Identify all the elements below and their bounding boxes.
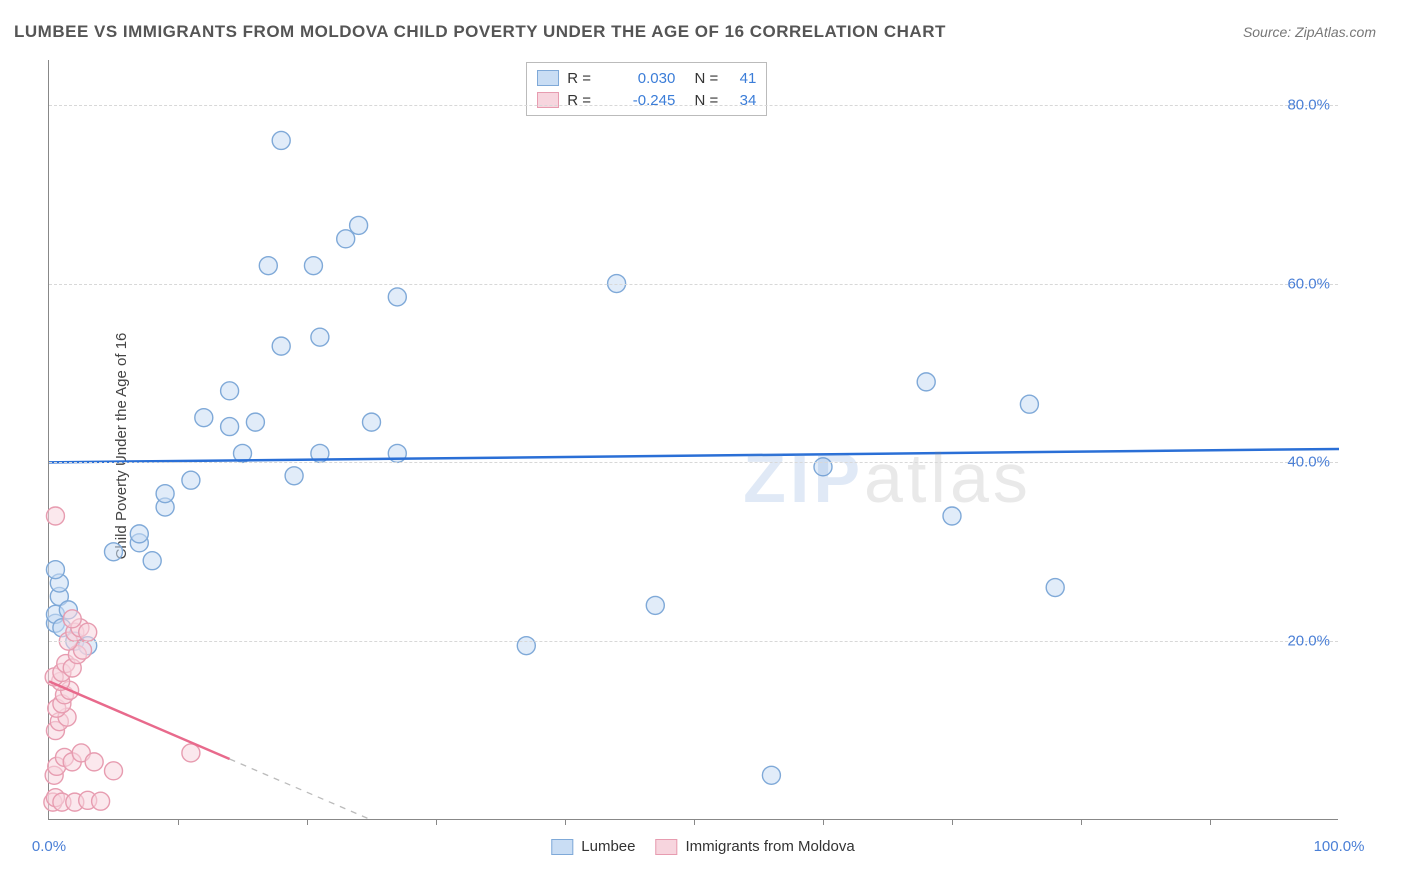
data-point [337,230,355,248]
data-point [272,337,290,355]
gridline-horizontal [49,105,1338,106]
legend-item: Immigrants from Moldova [656,838,855,855]
gridline-horizontal [49,284,1338,285]
x-tick-mark [436,819,437,825]
data-point [105,762,123,780]
gridline-horizontal [49,641,1338,642]
data-point [762,766,780,784]
source-attribution: Source: ZipAtlas.com [1243,24,1376,40]
scatter-plot-area: R =0.030N =41R =-0.245N =34 ZIPatlas 20.… [48,60,1338,820]
data-point [182,744,200,762]
x-axis-end-label: 100.0% [1314,838,1365,855]
chart-title: LUMBEE VS IMMIGRANTS FROM MOLDOVA CHILD … [14,22,946,42]
y-tick-label: 20.0% [1287,633,1330,650]
data-point [221,418,239,436]
legend-n-value: 41 [726,70,756,87]
data-point [63,610,81,628]
gridline-horizontal [49,462,1338,463]
legend-row: R = -0.245 N = 34 [537,89,756,111]
x-tick-mark [307,819,308,825]
data-point [105,543,123,561]
legend-item: Lumbee [551,838,635,855]
legend-r-value: -0.245 [615,92,675,109]
plot-svg [49,60,1339,820]
y-tick-label: 40.0% [1287,454,1330,471]
legend-label: Immigrants from Moldova [686,838,855,855]
x-tick-mark [1081,819,1082,825]
data-point [1046,579,1064,597]
x-tick-mark [565,819,566,825]
data-point [46,561,64,579]
legend-swatch [656,839,678,855]
legend-r-value: 0.030 [615,70,675,87]
data-point [182,471,200,489]
correlation-legend: R = 0.030 N = 41 R = -0.245 N = 34 [526,62,767,116]
data-point [363,413,381,431]
y-tick-label: 60.0% [1287,275,1330,292]
data-point [1020,395,1038,413]
x-axis-start-label: 0.0% [32,838,66,855]
data-point [646,596,664,614]
legend-n-value: 34 [726,92,756,109]
x-tick-mark [178,819,179,825]
data-point [917,373,935,391]
data-point [246,413,264,431]
data-point [285,467,303,485]
legend-label: Lumbee [581,838,635,855]
data-point [143,552,161,570]
data-point [79,623,97,641]
legend-r-label: R = [567,92,607,109]
data-point [517,637,535,655]
data-point [272,131,290,149]
data-point [388,288,406,306]
legend-swatch [537,70,559,86]
series-legend: Lumbee Immigrants from Moldova [551,838,854,855]
trend-line-extrapolated [230,759,372,820]
x-tick-mark [694,819,695,825]
data-point [46,507,64,525]
legend-n-label: N = [683,92,718,109]
legend-r-label: R = [567,70,607,87]
data-point [943,507,961,525]
data-point [350,216,368,234]
data-point [304,257,322,275]
x-tick-mark [1210,819,1211,825]
data-point [156,485,174,503]
data-point [814,458,832,476]
x-tick-mark [823,819,824,825]
data-point [92,792,110,810]
legend-swatch [551,839,573,855]
data-point [130,525,148,543]
data-point [85,753,103,771]
data-point [259,257,277,275]
x-tick-mark [952,819,953,825]
legend-n-label: N = [683,70,718,87]
data-point [311,328,329,346]
legend-row: R = 0.030 N = 41 [537,67,756,89]
data-point [195,409,213,427]
data-point [221,382,239,400]
y-tick-label: 80.0% [1287,96,1330,113]
